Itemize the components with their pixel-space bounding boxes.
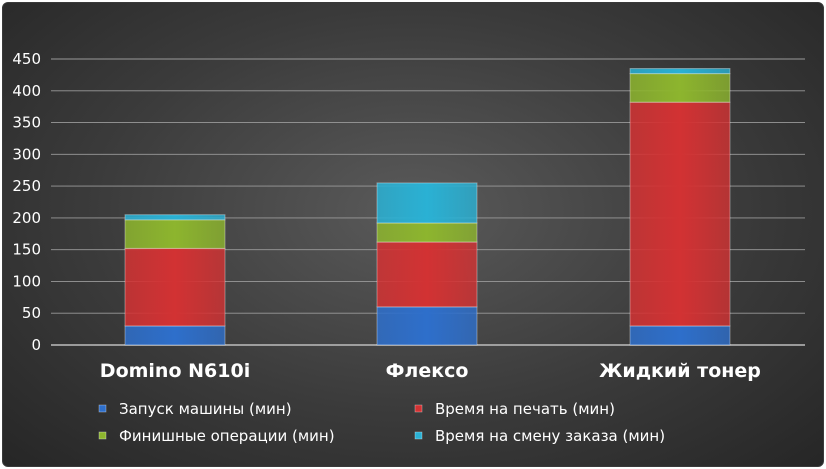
legend-swatch bbox=[414, 431, 423, 440]
y-tick-label: 200 bbox=[12, 209, 41, 227]
bar-segment bbox=[124, 325, 226, 346]
bar-2-0 bbox=[124, 219, 226, 249]
y-tick-label: 100 bbox=[12, 272, 41, 290]
y-tick-label: 0 bbox=[31, 336, 41, 354]
bar-segment bbox=[629, 73, 731, 103]
y-tick-label: 350 bbox=[12, 114, 41, 132]
bar-1-1 bbox=[376, 241, 478, 308]
legend-swatch bbox=[414, 404, 423, 413]
legend-item: Время на печать (мин) bbox=[414, 400, 615, 418]
bar-3-0 bbox=[124, 214, 226, 221]
category-label: Флексо bbox=[386, 360, 469, 382]
stacked-bar-chart: 0 50 100 150 200 250 300 350 400 450 Domino N610i… bbox=[12, 50, 805, 445]
legend-item: Запуск машины (мин) bbox=[98, 400, 292, 418]
legend-label: Финишные операции (мин) bbox=[119, 427, 335, 445]
bar-0-2 bbox=[629, 325, 731, 346]
y-tick-label: 450 bbox=[12, 50, 41, 68]
bars bbox=[124, 68, 731, 346]
bar-1-0 bbox=[124, 247, 226, 327]
y-tick-label: 250 bbox=[12, 177, 41, 195]
bar-segment bbox=[376, 306, 478, 346]
bar-segment bbox=[124, 214, 226, 221]
bar-segment bbox=[376, 222, 478, 243]
bar-3-2 bbox=[629, 68, 731, 75]
legend-label: Время на печать (мин) bbox=[435, 400, 615, 418]
category-label: Domino N610i bbox=[100, 360, 250, 382]
bar-0-0 bbox=[124, 325, 226, 346]
legend-swatch bbox=[98, 431, 107, 440]
bar-segment bbox=[376, 241, 478, 308]
y-tick-label: 400 bbox=[12, 82, 41, 100]
legend: Запуск машины (мин) Время на печать (мин)… bbox=[98, 400, 665, 445]
legend-label: Запуск машины (мин) bbox=[119, 400, 292, 418]
bar-1-2 bbox=[629, 101, 731, 327]
legend-item: Финишные операции (мин) bbox=[98, 427, 335, 445]
y-tick-label: 150 bbox=[12, 241, 41, 259]
legend-item: Время на смену заказа (мин) bbox=[414, 427, 665, 445]
y-axis-ticks: 0 50 100 150 200 250 300 350 400 450 bbox=[12, 50, 41, 354]
bar-0-1 bbox=[376, 306, 478, 346]
legend-label: Время на смену заказа (мин) bbox=[435, 427, 665, 445]
bar-segment bbox=[124, 247, 226, 327]
y-tick-label: 300 bbox=[12, 145, 41, 163]
category-label: Жидкий тонер bbox=[599, 360, 761, 382]
bar-segment bbox=[124, 219, 226, 249]
bar-segment bbox=[629, 68, 731, 75]
bar-segment bbox=[629, 325, 731, 346]
y-tick-label: 50 bbox=[22, 304, 41, 322]
bar-2-2 bbox=[629, 73, 731, 103]
bar-3-1 bbox=[376, 182, 478, 224]
legend-swatch bbox=[98, 404, 107, 413]
bar-2-1 bbox=[376, 222, 478, 243]
x-axis-categories: Domino N610i Флексо Жидкий тонер bbox=[100, 360, 761, 382]
bar-segment bbox=[376, 182, 478, 224]
bar-segment bbox=[629, 101, 731, 327]
